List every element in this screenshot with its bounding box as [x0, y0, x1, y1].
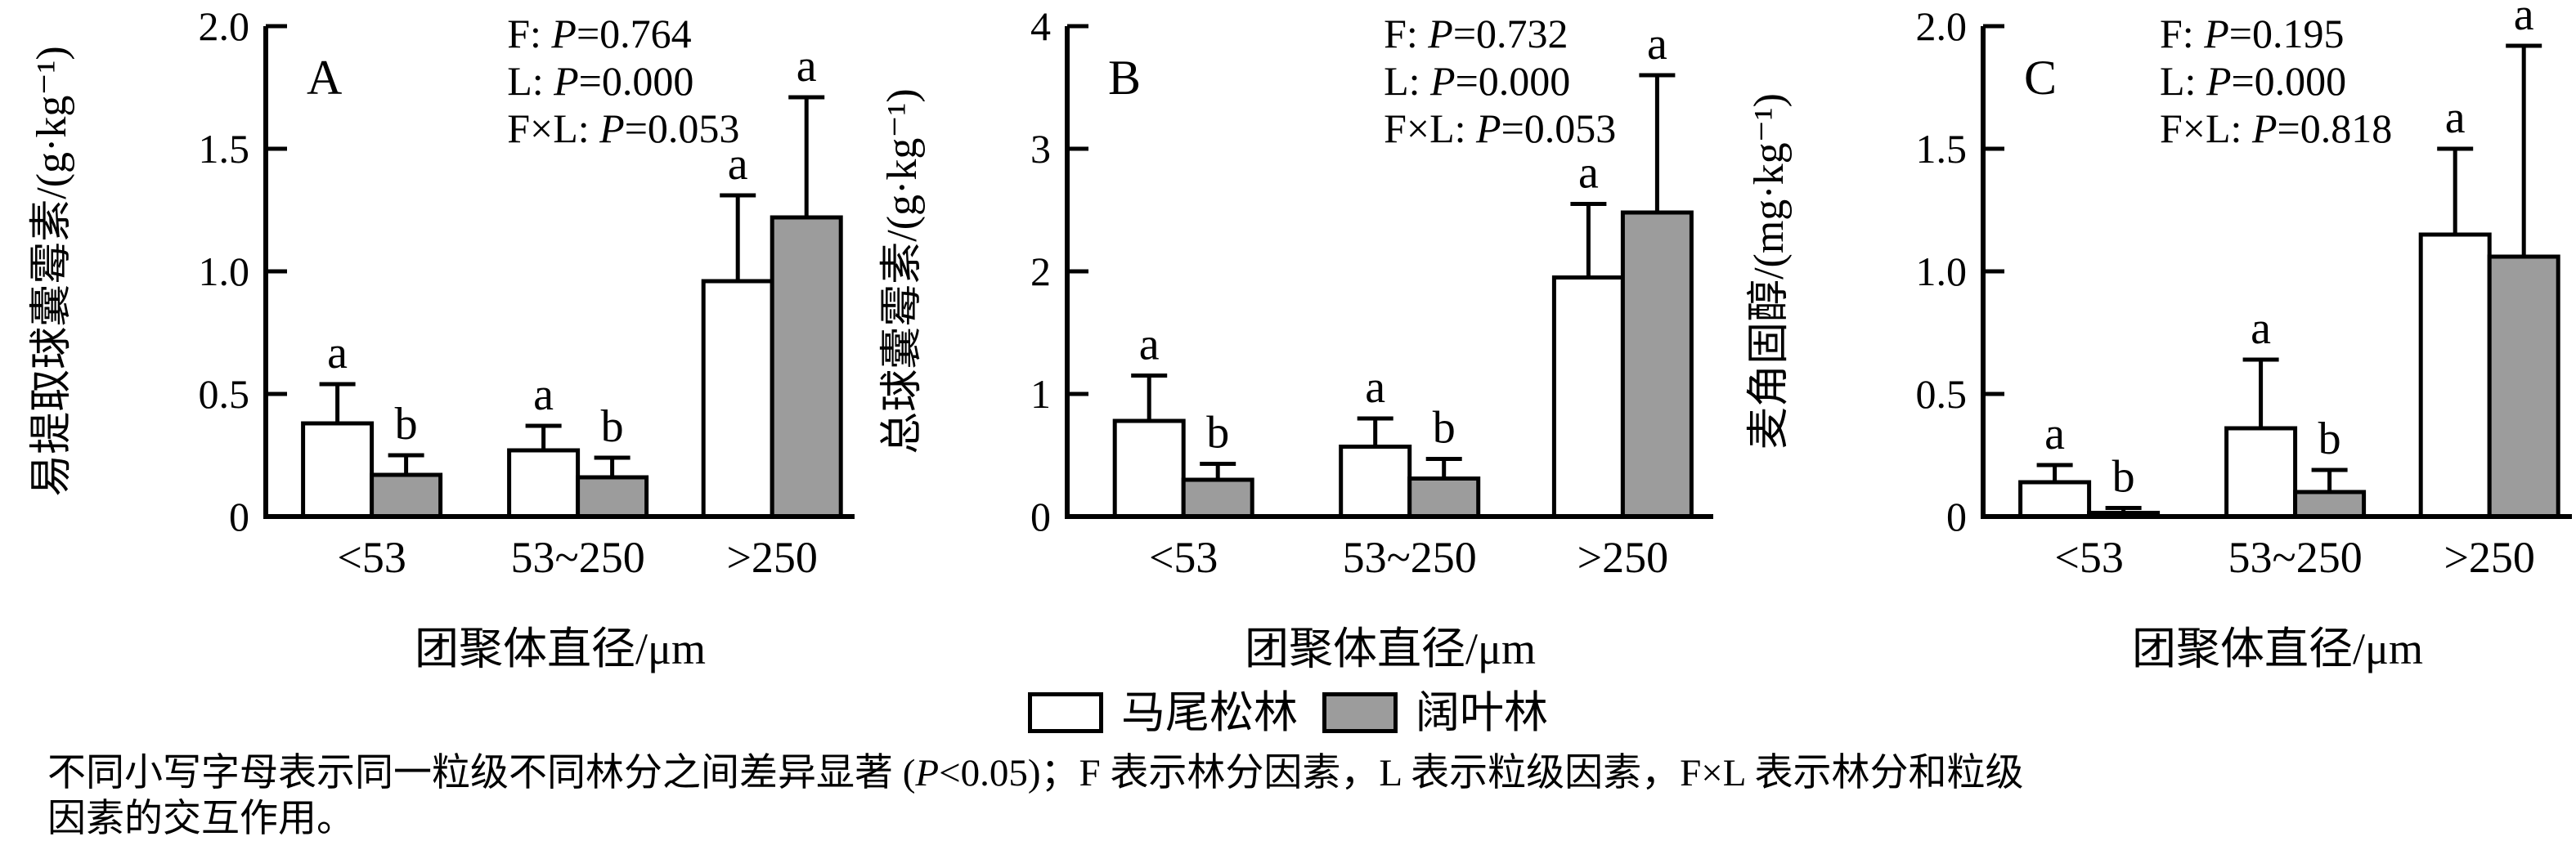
legend-swatch-gray-icon	[1322, 692, 1398, 733]
sig-letter: a	[1578, 148, 1599, 199]
sig-letter: b	[601, 401, 624, 452]
y-tick-label: 1.5	[199, 126, 250, 172]
bar-<53-马尾松林	[1112, 418, 1186, 519]
bar->250-阔叶林	[2487, 254, 2560, 519]
bar->250-马尾松林	[701, 279, 774, 519]
anova-annotation: F: P=0.195	[2160, 11, 2344, 56]
axes	[263, 26, 855, 519]
sig-letter: a	[728, 139, 748, 190]
anova-annotation: F: P=0.732	[1384, 11, 1568, 56]
bar->250-马尾松林	[1551, 275, 1625, 519]
y-tick-label: 0	[1030, 494, 1051, 539]
y-tick-label: 0	[229, 494, 249, 539]
bar-53~250-阔叶林	[576, 475, 649, 519]
anova-annotation: F×L: P=0.818	[2160, 105, 2392, 151]
x-tick-label: 53~250	[1343, 533, 1477, 582]
panel-a: a a a b b a 0 0.5 1.0 1.5 2.0 <53 53~250 >250 团聚体直径/μm…	[0, 0, 859, 678]
anova-annotation: F×L: P=0.053	[507, 105, 739, 151]
sig-letter: a	[1139, 320, 1160, 370]
bar-<53-阔叶林	[370, 472, 443, 519]
y-axis-title: 总球囊霉素/(g·kg⁻¹)	[879, 88, 926, 454]
panel-letter: B	[1108, 51, 1141, 105]
panel-b: a a a b b a 0 1 2 3 4 <53 53~250 >250 团聚体直径/μm 总球囊霉素/(g…	[859, 0, 1717, 678]
y-tick-label: 3	[1030, 126, 1051, 172]
sig-letter: b	[2112, 452, 2135, 503]
panel-letter: A	[307, 51, 342, 105]
axes	[1065, 26, 1713, 519]
anova-annotation: L: P=0.000	[507, 58, 693, 104]
y-tick-label: 0	[1946, 494, 1967, 539]
anova-annotation: L: P=0.000	[1384, 58, 1570, 104]
y-axis-title: 易提取球囊霉素/(g·kg⁻¹)	[29, 46, 75, 496]
legend-item-broadleaf: 阔叶林	[1322, 691, 1548, 735]
footnote-line-1: 不同小写字母表示同一粒级不同林分之间差异显著 (P<0.05)；F 表示林分因素…	[47, 752, 2024, 794]
x-axis-title: 团聚体直径/μm	[415, 624, 706, 673]
bar->250-阔叶林	[770, 215, 843, 519]
y-tick-label: 2.0	[1916, 3, 1968, 49]
p-symbol: P	[915, 752, 940, 794]
x-tick-label: 53~250	[2228, 533, 2362, 582]
y-axis-title: 麦角固醇/(mg·kg⁻¹)	[1746, 93, 1793, 450]
x-axis-title: 团聚体直径/μm	[2132, 624, 2423, 673]
sig-letter: a	[1647, 19, 1667, 69]
bar-53~250-马尾松林	[1339, 445, 1412, 519]
x-tick-label: >250	[726, 533, 817, 582]
panel-letter: C	[2024, 51, 2057, 105]
y-tick-label: 0.5	[1916, 371, 1968, 417]
charts-row: a a a b b a 0 0.5 1.0 1.5 2.0 <53 53~250 >250 团聚体直径/μm…	[0, 0, 2576, 678]
x-tick-label: >250	[2444, 533, 2534, 582]
bar-<53-马尾松林	[2018, 480, 2092, 519]
bar-53~250-阔叶林	[2293, 490, 2367, 519]
sig-letter: b	[395, 399, 418, 450]
y-tick-label: 0.5	[199, 371, 250, 417]
anova-annotation: F×L: P=0.053	[1384, 105, 1616, 151]
sig-letter: b	[1206, 408, 1229, 459]
bar-<53-马尾松林	[301, 421, 375, 519]
x-tick-label: 53~250	[510, 533, 644, 582]
x-tick-label: >250	[1577, 533, 1668, 582]
y-tick-label: 1.0	[1916, 248, 1968, 294]
sig-letter: a	[2251, 303, 2271, 354]
y-tick-label: 2	[1030, 248, 1051, 294]
y-tick-label: 1	[1030, 371, 1051, 417]
legend-swatch-white-icon	[1028, 692, 1103, 733]
bar-<53-阔叶林	[1181, 477, 1254, 519]
sig-letter: a	[2445, 92, 2466, 143]
bar-53~250-马尾松林	[2224, 426, 2298, 519]
sig-letter: a	[797, 41, 817, 92]
x-axis-title: 团聚体直径/μm	[1245, 624, 1536, 673]
bar->250-阔叶林	[1620, 210, 1694, 519]
legend-label-broadleaf: 阔叶林	[1416, 688, 1548, 737]
x-tick-label: <53	[1149, 533, 1218, 582]
bar-53~250-阔叶林	[1407, 476, 1481, 519]
bar-53~250-马尾松林	[507, 448, 581, 519]
sig-letter: a	[533, 369, 554, 420]
x-tick-label: <53	[2054, 533, 2123, 582]
sig-letter: a	[327, 328, 348, 378]
y-tick-label: 4	[1030, 3, 1051, 49]
bar->250-马尾松林	[2418, 232, 2492, 519]
sig-letter: b	[1433, 403, 1456, 454]
panel-c: a a a b b a 0 0.5 1.0 1.5 2.0 <53 53~250 >250 团聚体直径/μm…	[1717, 0, 2576, 678]
anova-annotation: L: P=0.000	[2160, 58, 2346, 104]
axes	[1981, 26, 2572, 519]
legend-label-masson-pine: 马尾松林	[1121, 688, 1298, 737]
legend-item-masson-pine: 马尾松林	[1028, 691, 1298, 735]
sig-letter: b	[2318, 414, 2341, 464]
sig-letter: a	[1365, 362, 1385, 413]
y-tick-label: 1.5	[1916, 126, 1968, 172]
y-tick-label: 1.0	[199, 248, 250, 294]
x-tick-label: <53	[337, 533, 406, 582]
footnote: 不同小写字母表示同一粒级不同林分之间差异显著 (P<0.05)；F 表示林分因素…	[47, 750, 2533, 842]
anova-annotation: F: P=0.764	[507, 11, 691, 56]
y-tick-label: 2.0	[199, 3, 250, 49]
sig-letter: a	[2514, 0, 2534, 40]
legend: 马尾松林 阔叶林	[0, 680, 2576, 745]
sig-letter: a	[2044, 409, 2065, 459]
footnote-line-2: 因素的交互作用。	[47, 798, 355, 840]
